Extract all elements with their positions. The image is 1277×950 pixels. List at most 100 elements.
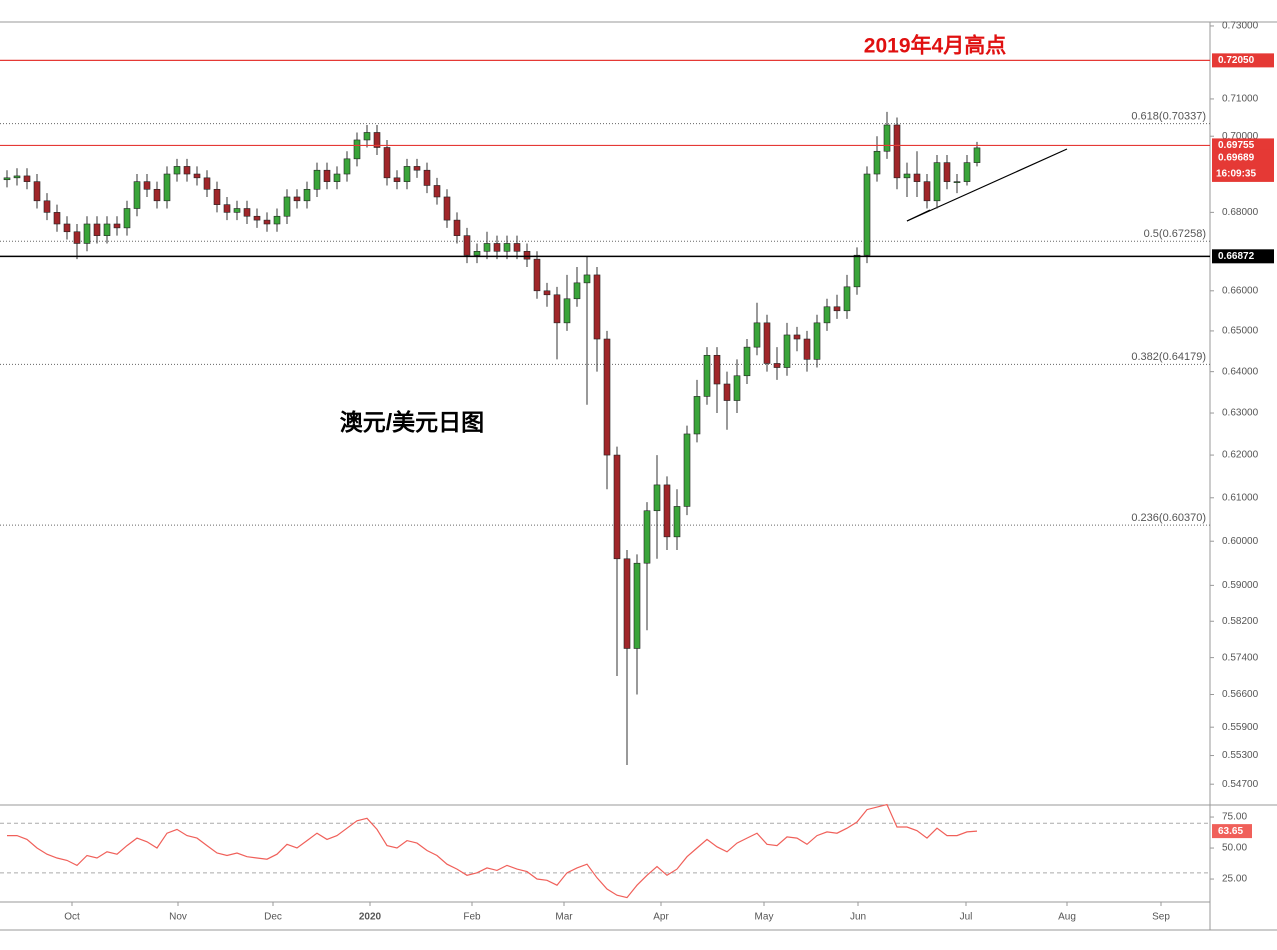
candle-body	[523, 250, 531, 260]
candle-body	[3, 177, 11, 181]
y-tick-label: 0.64000	[1222, 366, 1259, 377]
candle-body	[623, 558, 631, 649]
candle-body	[493, 243, 501, 252]
x-tick-label: Apr	[653, 912, 669, 923]
y-tick-label: 0.61000	[1222, 492, 1259, 503]
candle-body	[603, 338, 611, 456]
candle-body	[703, 354, 711, 397]
candle-body	[723, 383, 731, 401]
candle-body	[693, 396, 701, 435]
price-label: 0.69755	[1218, 140, 1255, 151]
candle-body	[313, 169, 321, 190]
fib-label: 0.236(0.60370)	[1131, 512, 1206, 524]
last-price-box	[1212, 149, 1274, 182]
candle-body	[973, 147, 981, 163]
y-tick-label: 0.63000	[1222, 408, 1259, 419]
y-tick-label: 0.54700	[1222, 779, 1259, 790]
candle-body	[43, 200, 51, 213]
y-tick-label: 0.70000	[1222, 131, 1259, 142]
candle-body	[123, 208, 131, 229]
candle-body	[953, 181, 961, 183]
candle-body	[513, 243, 521, 252]
rsi-y-tick-label: 50.00	[1222, 843, 1247, 854]
price-label-box	[1212, 249, 1274, 264]
candle-body	[883, 124, 891, 152]
y-tick-label: 0.57400	[1222, 652, 1259, 663]
candle-body	[633, 562, 641, 649]
candle-body	[233, 208, 241, 213]
candle-body	[533, 258, 541, 292]
candle-body	[253, 215, 261, 221]
candle-body	[113, 223, 121, 229]
x-tick-label: Mar	[555, 912, 573, 923]
candle-body	[73, 231, 81, 244]
candle-body	[853, 254, 861, 288]
candle-body	[93, 223, 101, 236]
candle-body	[13, 175, 21, 179]
candle-body	[173, 166, 181, 175]
candle-body	[223, 204, 231, 213]
candle-body	[293, 196, 301, 202]
x-tick-label: May	[755, 912, 774, 923]
candle-body	[283, 196, 291, 217]
candle-body	[363, 132, 371, 141]
candle-body	[203, 177, 211, 190]
rsi-line	[7, 803, 978, 899]
rsi-y-tick-label: 75.00	[1222, 812, 1247, 823]
candle-body	[53, 212, 61, 225]
candle-body	[963, 162, 971, 182]
candle-body	[23, 175, 31, 182]
candle-body	[683, 433, 691, 507]
candle-body	[763, 322, 771, 364]
candle-body	[613, 454, 621, 560]
candle-body	[263, 219, 271, 225]
candle-body	[653, 484, 661, 512]
candle-body	[393, 177, 401, 182]
rsi-y-tick-label: 25.00	[1222, 874, 1247, 885]
y-tick-label: 0.58200	[1222, 616, 1259, 627]
rsi-last-label: 63.65	[1218, 826, 1243, 837]
candle-body	[423, 169, 431, 186]
y-tick-label: 0.65000	[1222, 326, 1259, 337]
x-tick-label: Feb	[463, 912, 481, 923]
candle-body	[163, 173, 171, 202]
y-tick-label: 0.62000	[1222, 450, 1259, 461]
candle-body	[833, 306, 841, 312]
candle-body	[403, 166, 411, 182]
x-tick-label: 2020	[359, 912, 382, 923]
trend-line	[906, 209, 931, 222]
y-tick-label: 0.68000	[1222, 207, 1259, 218]
candle-body	[333, 173, 341, 182]
candle-body	[323, 169, 331, 182]
candle-body	[353, 139, 361, 160]
candle-body	[483, 243, 491, 252]
x-tick-label: Sep	[1152, 912, 1170, 923]
candle-body	[863, 173, 871, 256]
y-tick-label: 0.55900	[1222, 722, 1259, 733]
chart-title: 澳元/美元日图	[340, 409, 484, 435]
y-tick-label: 0.66000	[1222, 285, 1259, 296]
x-tick-label: Jun	[850, 912, 866, 923]
candle-body	[813, 322, 821, 360]
candle-body	[923, 181, 931, 202]
y-tick-label: 0.56600	[1222, 689, 1259, 700]
candle-body	[563, 298, 571, 324]
candle-body	[933, 162, 941, 202]
trend-line	[906, 148, 1068, 222]
candle-body	[133, 181, 141, 209]
y-tick-label: 0.71000	[1222, 94, 1259, 105]
price-label-box	[1212, 53, 1274, 68]
last-price-label: 0.69689	[1218, 153, 1255, 164]
candle-body	[443, 196, 451, 221]
candle-body	[453, 219, 461, 236]
candle-body	[733, 375, 741, 401]
candle-body	[593, 274, 601, 340]
candle-body	[413, 166, 421, 171]
candle-body	[743, 346, 751, 377]
fib-label: 0.382(0.64179)	[1131, 351, 1206, 363]
candle-body	[193, 173, 201, 179]
candle-body	[103, 223, 111, 236]
